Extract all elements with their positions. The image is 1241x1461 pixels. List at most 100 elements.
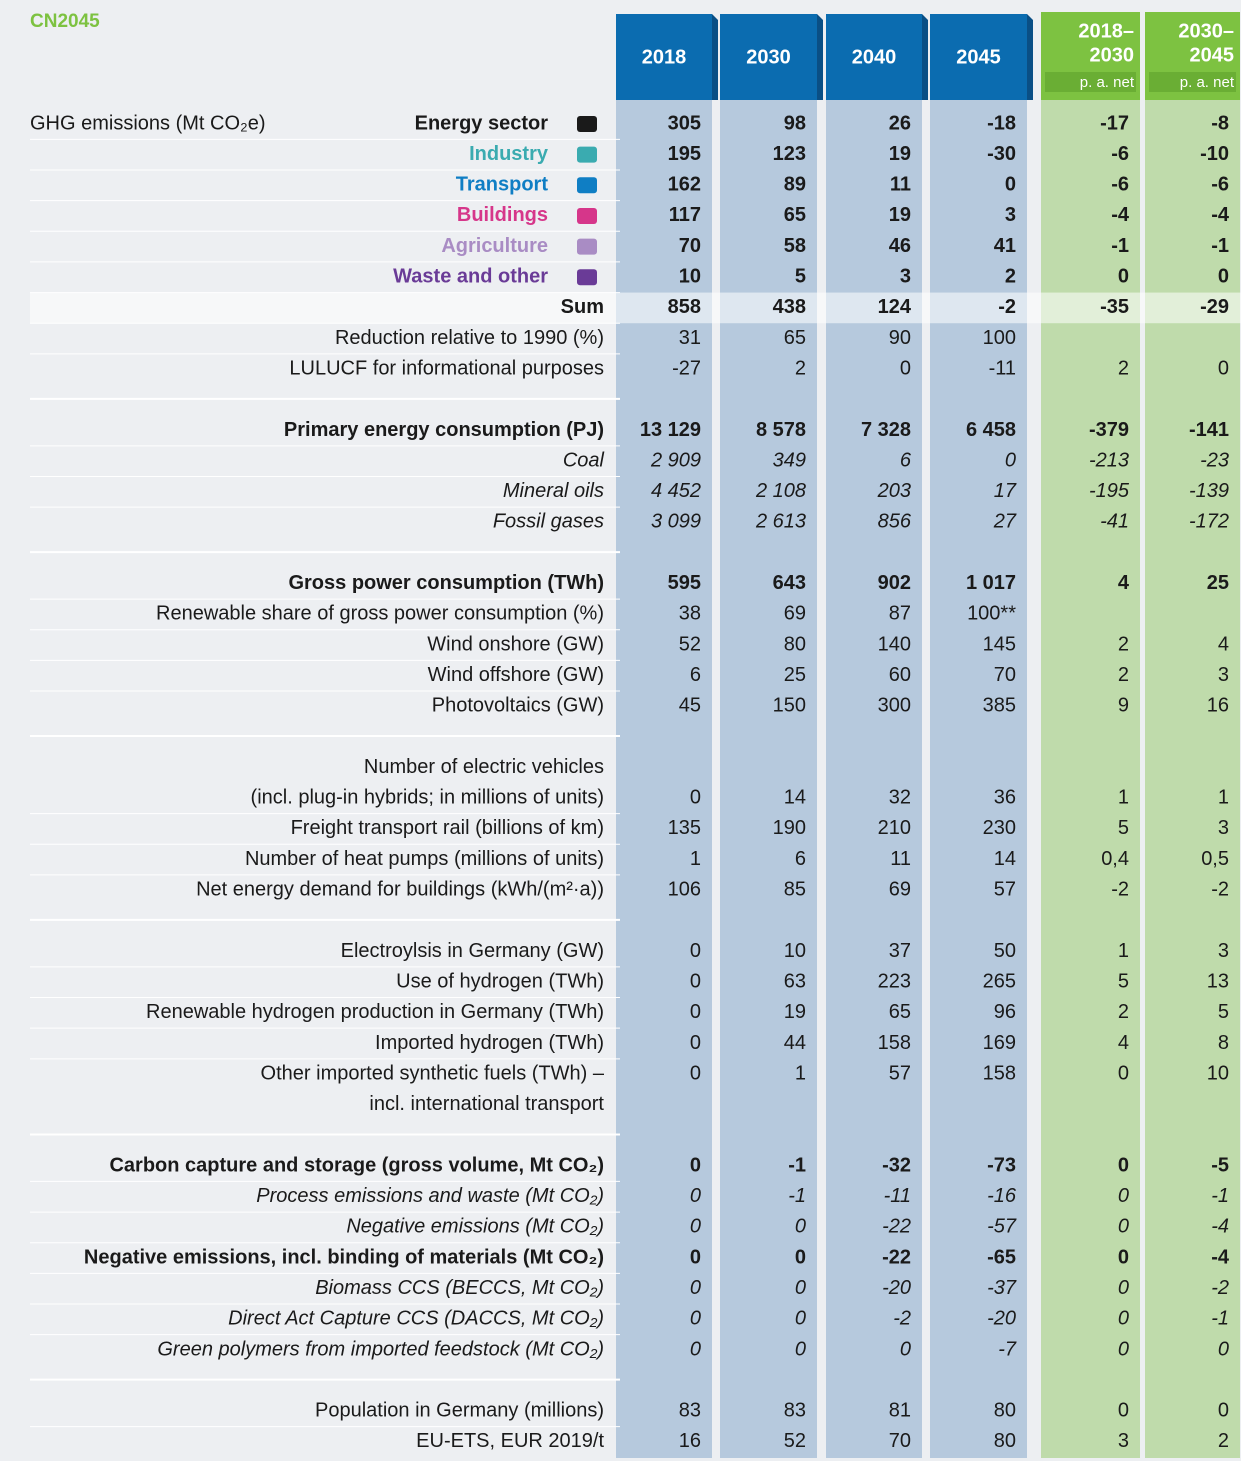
cell-value: -16 [987,1185,1017,1207]
cell-value: -139 [1189,480,1229,502]
cell-value: -27 [672,357,701,379]
cell-value: 6 [690,664,701,686]
cell-value: 858 [668,296,701,318]
cell-value: -6 [1111,143,1129,165]
cell-value: 89 [784,174,806,196]
cell-value: 349 [773,449,806,471]
cell-value: -10 [1200,143,1229,165]
cell-value: -17 [1100,112,1129,134]
cell-value: 2 [1218,1430,1229,1452]
cell-value: 1 [1118,787,1129,809]
cell-value: 13 [1207,970,1229,992]
cell-value: 0 [1005,449,1016,471]
cell-value: 11 [890,174,911,196]
cell-value: 856 [878,511,912,533]
cell-value: 5 [795,266,806,288]
cell-value: -1 [1211,1185,1229,1207]
cell-value: 0 [1118,1246,1129,1268]
sector-icon [577,238,597,255]
cell-value: 0 [1118,1277,1129,1299]
row-label: Renewable hydrogen production in Germany… [146,1001,604,1023]
cell-value: 65 [784,327,806,349]
cell-value: 0 [1005,174,1016,196]
cell-value: 87 [889,603,911,625]
column-bg [720,100,817,1458]
row-label: EU-ETS, EUR 2019/t [416,1430,604,1452]
cell-value: -1 [1211,1308,1229,1330]
cell-value: 26 [889,112,911,134]
cell-value: 16 [1207,695,1229,717]
header-note: p. a. net [1180,74,1235,91]
cell-value: 90 [889,327,911,349]
cell-value: 8 [1218,1032,1229,1054]
cell-value: 158 [983,1062,1016,1084]
row-label: Negative emissions (Mt CO₂) [346,1216,604,1238]
cell-value: 31 [679,327,701,349]
row-label: Other imported synthetic fuels (TWh) – [261,1062,605,1084]
cell-value: 223 [878,970,911,992]
cell-value: 80 [784,633,806,655]
cell-value: -11 [989,357,1016,379]
cell-value: 0 [1218,357,1229,379]
cell-value: 902 [878,572,911,594]
cell-value: 230 [983,817,1016,839]
cell-value: -29 [1200,296,1229,318]
cell-value: 58 [784,235,806,257]
cell-value: 57 [994,879,1016,901]
cell-value: 41 [994,235,1016,257]
cell-value: 1 [1118,940,1129,962]
cell-value: 4 [1118,572,1130,594]
cell-value: 69 [889,879,911,901]
row-label: Number of electric vehicles [364,756,604,778]
cell-value: 0 [690,1032,701,1054]
cell-value: 10 [679,266,701,288]
cell-value: 57 [889,1062,911,1084]
cell-value: -57 [987,1216,1017,1238]
cell-value: 1 017 [966,572,1016,594]
cell-value: 70 [994,664,1016,686]
cell-value: 0 [1118,1185,1129,1207]
cell-value: 19 [889,204,911,226]
cell-value: 0 [1118,1062,1129,1084]
cell-value: 69 [784,603,806,625]
cell-value: 0,4 [1101,848,1129,870]
cell-value: -2 [998,296,1016,318]
cell-value: 0 [690,1308,701,1330]
cell-value: -4 [1211,204,1230,226]
cell-value: 0 [1218,266,1229,288]
cell-value: 96 [994,1001,1016,1023]
header-period: 2030– [1178,20,1234,42]
cell-value: 0 [795,1216,806,1238]
cell-value: 80 [994,1430,1016,1452]
cell-value: 0 [795,1277,806,1299]
cell-value: 70 [679,235,701,257]
sector-icon [577,269,597,286]
cell-value: 10 [784,940,806,962]
header-fold [922,14,928,100]
sector-icon [577,207,597,224]
cell-value: 162 [668,174,701,196]
cell-value: 0 [1118,1338,1129,1360]
cell-value: 6 [900,449,912,471]
cell-value: -7 [998,1338,1017,1360]
cell-value: 0 [690,1154,701,1176]
group-label: GHG emissions (Mt CO₂e) [30,112,266,134]
header-year: 2030 [746,46,791,68]
row-label: Net energy demand for buildings (kWh/(m²… [196,879,604,901]
row-label: Reduction relative to 1990 (%) [335,327,604,349]
cell-value: 6 458 [966,419,1016,441]
cell-value: 0 [690,1185,701,1207]
header-year: 2045 [956,46,1001,68]
row-label: Carbon capture and storage (gross volume… [109,1154,604,1176]
row-label: Waste and other [393,266,548,288]
cell-value: 117 [669,204,701,226]
header-period: 2045 [1190,44,1235,66]
row-label: (incl. plug-in hybrids; in millions of u… [251,787,604,809]
cell-value: 11 [890,848,911,870]
cell-value: 4 452 [651,480,701,502]
cell-value: 2 [1118,1001,1129,1023]
row-label: Freight transport rail (billions of km) [291,817,604,839]
cell-value: -379 [1089,419,1129,441]
sector-icon [577,146,597,163]
